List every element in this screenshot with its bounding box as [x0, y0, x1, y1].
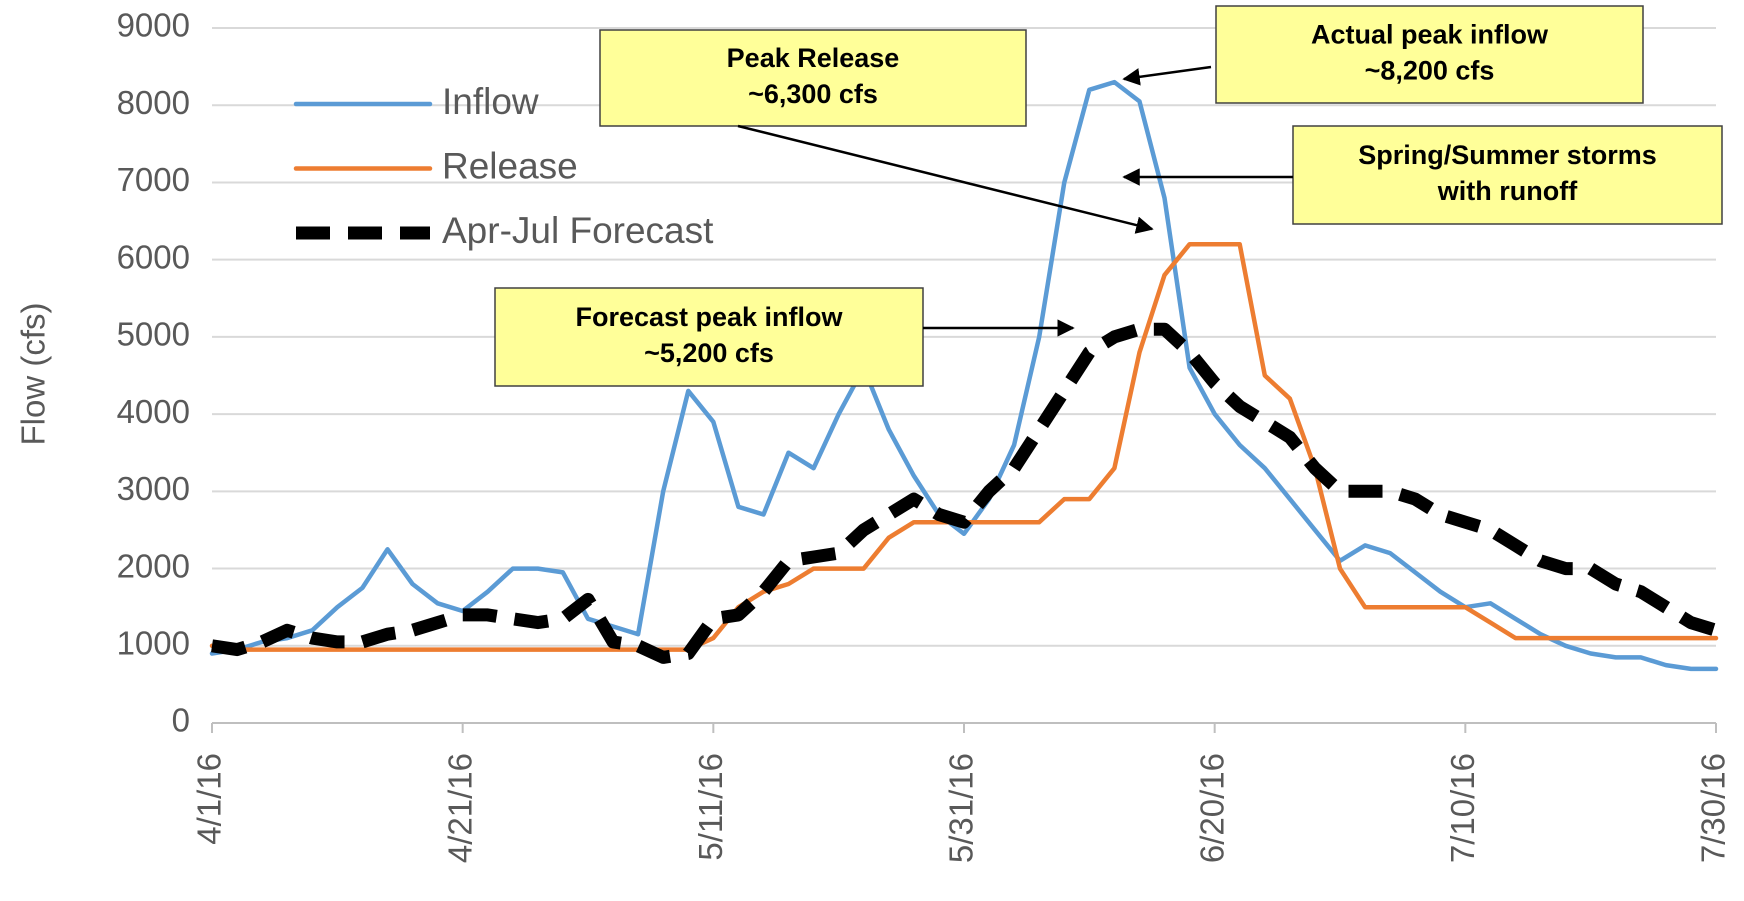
annotation-box	[494, 287, 924, 387]
annotation-text: ~8,200 cfs	[1365, 56, 1495, 86]
annotation-text: Actual peak inflow	[1311, 20, 1549, 50]
series-line	[209, 241, 1719, 652]
annotation-arrow	[1122, 65, 1212, 86]
legend-label: Release	[442, 145, 578, 186]
x-tick-label: 4/21/16	[441, 753, 478, 863]
annotation-text: Peak Release	[727, 43, 900, 73]
x-tick-label: 4/1/16	[191, 753, 228, 845]
y-tick-label: 4000	[117, 393, 190, 430]
annotation-box	[1215, 5, 1644, 104]
annotation-text: Forecast peak inflow	[575, 302, 843, 332]
annotation-box	[1292, 125, 1723, 225]
legend-label: Apr-Jul Forecast	[442, 210, 714, 251]
y-tick-label: 2000	[117, 547, 190, 584]
legend-label: Inflow	[442, 81, 539, 122]
x-tick-label: 7/30/16	[1695, 753, 1732, 863]
y-tick-label: 9000	[117, 7, 190, 44]
y-tick-label: 7000	[117, 161, 190, 198]
y-tick-label: 3000	[117, 470, 190, 507]
y-tick-label: 6000	[117, 238, 190, 275]
y-tick-label: 8000	[117, 84, 190, 121]
annotation-text: ~5,200 cfs	[644, 338, 774, 368]
x-tick-label: 7/10/16	[1444, 753, 1481, 863]
x-tick-label: 6/20/16	[1193, 753, 1230, 863]
annotation-arrow	[737, 124, 1154, 234]
annotation-text: with runoff	[1437, 176, 1578, 206]
x-tick-label: 5/31/16	[943, 753, 980, 863]
series-line	[211, 322, 1718, 664]
x-tick-label: 5/11/16	[692, 753, 729, 861]
annotation-text: ~6,300 cfs	[748, 79, 878, 109]
y-axis-label: Flow (cfs)	[15, 303, 52, 446]
annotation-text: Spring/Summer storms	[1358, 140, 1657, 170]
y-tick-label: 5000	[117, 316, 190, 353]
y-tick-label: 1000	[117, 624, 190, 661]
annotation-box	[599, 29, 1027, 127]
y-tick-label: 0	[172, 702, 190, 739]
